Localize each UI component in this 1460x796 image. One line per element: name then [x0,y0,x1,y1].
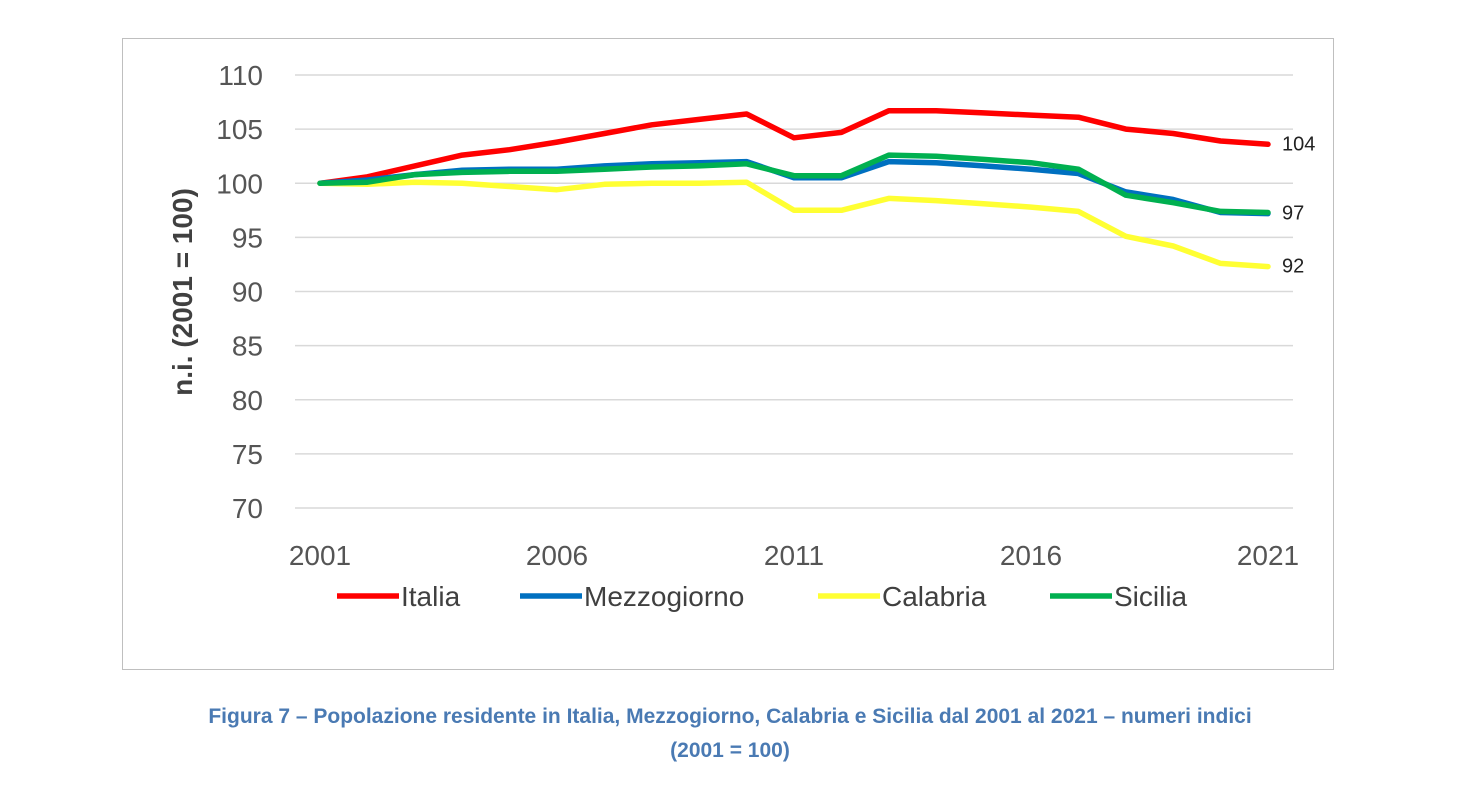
y-tick-label: 80 [232,385,263,416]
legend: Italia Mezzogiorno Calabria Sicilia [337,581,1188,612]
x-tick-label: 2006 [526,540,588,571]
y-tick-label: 75 [232,439,263,470]
y-tick-label: 85 [232,331,263,362]
caption-line-2: (2001 = 100) [670,739,790,762]
series-lines [317,107,1271,270]
x-tick-label: 2001 [289,540,351,571]
x-tick-label: 2016 [1000,540,1062,571]
y-tick-label: 100 [216,168,263,199]
y-tick-label: 105 [216,114,263,145]
x-tick-label: 2021 [1237,540,1299,571]
series-line-calabria [317,179,1271,270]
legend-label-sicilia: Sicilia [1114,581,1188,612]
series-line-mezzogiorno [317,158,1271,217]
end-label-italia: 104 [1282,133,1315,155]
y-axis-ticks: 70 75 80 85 90 95 100 105 110 [216,60,263,524]
y-tick-label: 90 [232,277,263,308]
y-tick-label: 110 [218,60,263,91]
legend-label-italia: Italia [401,581,461,612]
y-axis-label: n.i. (2001 = 100) [167,188,198,396]
figure-caption: Figura 7 – Popolazione residente in Ital… [0,700,1460,768]
y-tick-label: 70 [232,493,263,524]
series-line-sicilia [317,152,1271,216]
end-label-mezzogiorno: 97 [1282,203,1304,225]
chart-frame [122,38,1334,670]
y-tick-label: 95 [232,222,263,253]
legend-label-calabria: Calabria [882,581,987,612]
x-axis-ticks: 2001 2006 2011 2016 2021 [289,540,1299,571]
x-tick-label: 2011 [764,540,824,571]
end-labels: 104 97 92 [1282,133,1315,277]
end-label-calabria: 92 [1282,256,1304,278]
series-line-italia [317,107,1271,187]
legend-label-mezzogiorno: Mezzogiorno [584,581,744,612]
caption-line-1: Figura 7 – Popolazione residente in Ital… [208,705,1252,728]
